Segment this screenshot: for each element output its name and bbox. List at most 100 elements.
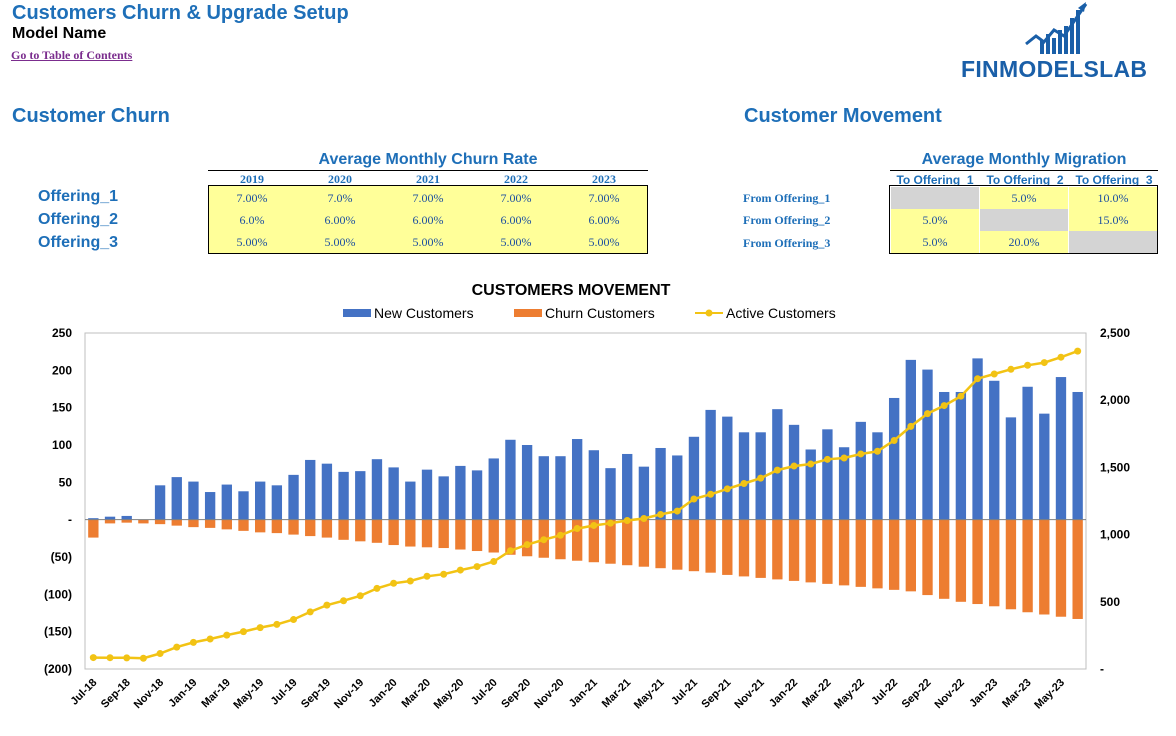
active-customers-point: [506, 547, 514, 555]
churn-rate-cell[interactable]: 5.00%: [588, 235, 620, 249]
active-customers-point: [1024, 361, 1032, 369]
churn-rate-cell[interactable]: 6.0%: [239, 213, 265, 227]
x-axis-tick-label: May-21: [632, 677, 667, 712]
new-customers-bar: [955, 391, 967, 520]
toc-link[interactable]: Go to Table of Contents: [11, 48, 133, 62]
churn-customers-bar: [138, 519, 149, 524]
churn-customers-bar: [288, 519, 299, 535]
migration-cell-disabled: [1069, 231, 1157, 253]
left-axis-tick-label: (50): [51, 550, 72, 564]
churn-customers-bar: [154, 519, 166, 525]
churn-rate-cell[interactable]: 7.00%: [236, 191, 268, 205]
active-customers-point: [423, 572, 431, 580]
migration-cell[interactable]: 5.0%: [891, 231, 979, 253]
churn-customers-bar: [888, 519, 900, 590]
churn-rate-cell[interactable]: 6.00%: [412, 213, 444, 227]
churn-customers-bar: [922, 519, 933, 596]
active-customers-point: [89, 654, 97, 662]
page-title: Customers Churn & Upgrade Setup: [12, 2, 349, 24]
churn-year-header: 2022: [504, 172, 528, 186]
active-customers-point: [139, 654, 147, 662]
x-axis-tick-label: Nov-18: [132, 677, 166, 711]
model-name: Model Name: [12, 25, 107, 42]
churn-rate-cell[interactable]: 6.00%: [324, 213, 356, 227]
right-axis-tick-label: 1,500: [1100, 460, 1130, 474]
churn-customers-bar: [88, 519, 99, 538]
customer-movement-title: Customer Movement: [744, 105, 942, 127]
active-customers-point: [640, 514, 648, 522]
migration-cell[interactable]: 10.0%: [1069, 187, 1157, 209]
left-axis-tick-label: 150: [52, 401, 72, 415]
x-axis-tick-label: Nov-22: [933, 677, 967, 711]
churn-customers-bar: [822, 519, 833, 584]
x-axis-tick-label: Jul-20: [469, 677, 500, 708]
migration-col-header: To Offering_2: [986, 173, 1064, 187]
churn-rate-cell[interactable]: 6.00%: [588, 213, 620, 227]
migration-cell[interactable]: 5.0%: [980, 187, 1068, 209]
new-customers-bar: [1055, 377, 1067, 520]
new-customers-bar: [288, 474, 299, 520]
churn-year-header: 2021: [416, 172, 440, 186]
active-customers-point: [873, 447, 881, 455]
churn-customers-bar: [488, 519, 499, 553]
new-customers-bar: [188, 481, 199, 520]
active-customers-point: [323, 601, 331, 609]
active-customers-point: [306, 608, 314, 616]
x-axis-tick-label: Nov-19: [332, 677, 366, 711]
churn-rate-cell[interactable]: 5.00%: [412, 235, 444, 249]
x-axis-tick-label: Sep-18: [99, 677, 133, 711]
migration-row-label: From Offering_2: [743, 213, 831, 227]
active-customers-point: [189, 638, 197, 646]
churn-customers-bar: [238, 519, 249, 531]
churn-rate-cell[interactable]: 7.00%: [412, 191, 444, 205]
churn-rate-cell[interactable]: 7.00%: [500, 191, 532, 205]
active-customers-point: [1040, 359, 1048, 367]
new-customers-bar: [154, 485, 166, 520]
churn-rate-grid: [208, 185, 648, 254]
churn-customers-bar: [1022, 519, 1033, 613]
churn-rate-cell[interactable]: 7.0%: [327, 191, 353, 205]
churn-customers-bar: [521, 519, 533, 557]
new-customers-bar: [872, 432, 883, 520]
new-customers-bar: [738, 432, 750, 520]
churn-rate-cell[interactable]: 5.00%: [324, 235, 356, 249]
active-customers-point: [540, 536, 548, 544]
active-customers-point: [406, 577, 414, 585]
x-axis-tick-label: Sep-19: [299, 677, 333, 711]
active-customers-point: [957, 392, 965, 400]
churn-customers-bar: [939, 519, 950, 599]
churn-customers-bar: [838, 519, 850, 586]
new-customers-bar: [104, 516, 116, 520]
churn-rate-cell[interactable]: 7.00%: [588, 191, 620, 205]
churn-rate-cell[interactable]: 5.00%: [500, 235, 532, 249]
left-axis-tick-label: (100): [44, 587, 72, 601]
active-customers-point: [690, 495, 698, 503]
migration-cell[interactable]: 5.0%: [891, 209, 979, 231]
new-customers-bar: [355, 471, 366, 520]
churn-customers-bar: [722, 519, 733, 575]
legend-label: Active Customers: [726, 305, 836, 321]
active-customers-point: [723, 485, 731, 493]
active-customers-point: [156, 650, 164, 658]
churn-customers-bar: [321, 519, 333, 538]
new-customers-bar: [888, 397, 900, 520]
migration-cell[interactable]: 15.0%: [1069, 209, 1157, 231]
churn-customers-bar: [638, 519, 650, 567]
churn-rate-cell[interactable]: 5.00%: [236, 235, 268, 249]
left-axis-tick-label: 250: [52, 326, 72, 340]
x-axis-tick-label: May-23: [1032, 677, 1067, 712]
churn-year-header: 2019: [240, 172, 264, 186]
x-axis-tick-label: May-19: [231, 677, 266, 712]
active-customers-point: [1057, 353, 1065, 361]
churn-title-underline: [208, 170, 648, 171]
churn-customers-bar: [455, 519, 466, 550]
migration-cell[interactable]: 20.0%: [980, 231, 1068, 253]
x-axis-tick-label: Jan-22: [767, 677, 800, 710]
churn-rate-cell[interactable]: 6.00%: [500, 213, 532, 227]
x-axis-tick-label: Nov-20: [532, 677, 566, 711]
x-axis-tick-label: Sep-20: [499, 677, 533, 711]
new-customers-bar: [88, 518, 99, 520]
churn-customers-bar: [221, 519, 232, 530]
left-axis-tick-label: (150): [44, 625, 72, 639]
active-customers-point: [223, 631, 231, 639]
